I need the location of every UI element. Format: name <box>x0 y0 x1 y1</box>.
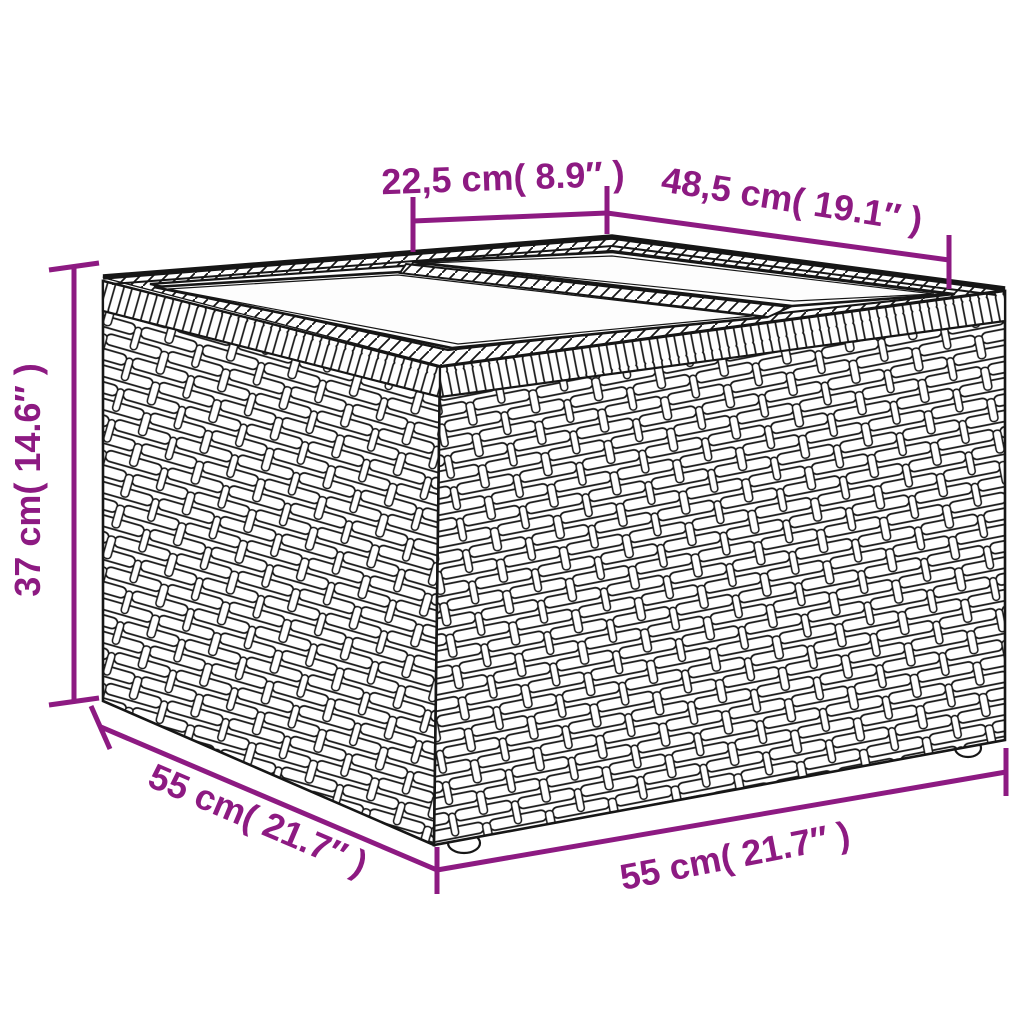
top-wicker-rim <box>103 237 1005 365</box>
dim-top-glass-width: 22,5 cm( 8.9″ ) <box>381 153 626 252</box>
dim-height-label: 37 cm( 14.6″ ) <box>7 363 48 596</box>
glass-panel-right-inner-line <box>425 255 935 302</box>
glass-panel-right <box>411 250 951 308</box>
dim-width-label: 55 cm( 21.7″ ) <box>616 813 853 898</box>
glass-divider-strip <box>398 262 794 319</box>
right-rim-braid <box>438 289 1007 399</box>
back-rim-inner-sketch <box>111 244 997 296</box>
dim-height: 37 cm( 14.6″ ) <box>7 260 100 708</box>
table-line-art <box>101 234 1007 855</box>
dim-top-glass-width-label: 22,5 cm( 8.9″ ) <box>381 153 626 202</box>
back-rim-edge <box>102 234 1006 292</box>
